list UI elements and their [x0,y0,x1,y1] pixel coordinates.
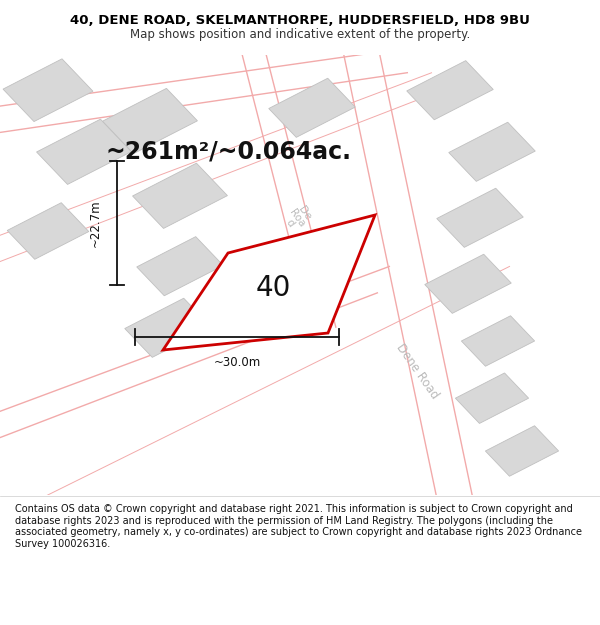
Polygon shape [137,237,223,296]
Text: Dene Road: Dene Road [393,342,441,402]
Polygon shape [461,316,535,366]
Polygon shape [485,426,559,476]
Polygon shape [3,59,93,121]
Polygon shape [449,122,535,181]
Polygon shape [407,61,493,120]
Polygon shape [269,78,355,138]
Text: Contains OS data © Crown copyright and database right 2021. This information is : Contains OS data © Crown copyright and d… [15,504,582,549]
Polygon shape [163,215,375,350]
Polygon shape [37,119,131,184]
Polygon shape [7,202,89,259]
Text: 40: 40 [256,274,291,302]
Text: ~22.7m: ~22.7m [89,199,102,247]
Polygon shape [455,373,529,423]
Text: ~30.0m: ~30.0m [214,356,260,369]
Polygon shape [103,88,197,154]
Text: De
Roa
d: De Roa d [280,202,314,234]
Polygon shape [437,188,523,248]
Text: ~261m²/~0.064ac.: ~261m²/~0.064ac. [105,140,351,164]
Text: 40, DENE ROAD, SKELMANTHORPE, HUDDERSFIELD, HD8 9BU: 40, DENE ROAD, SKELMANTHORPE, HUDDERSFIE… [70,14,530,27]
Polygon shape [133,163,227,228]
Polygon shape [425,254,511,313]
Text: Map shows position and indicative extent of the property.: Map shows position and indicative extent… [130,28,470,41]
Polygon shape [125,298,211,358]
